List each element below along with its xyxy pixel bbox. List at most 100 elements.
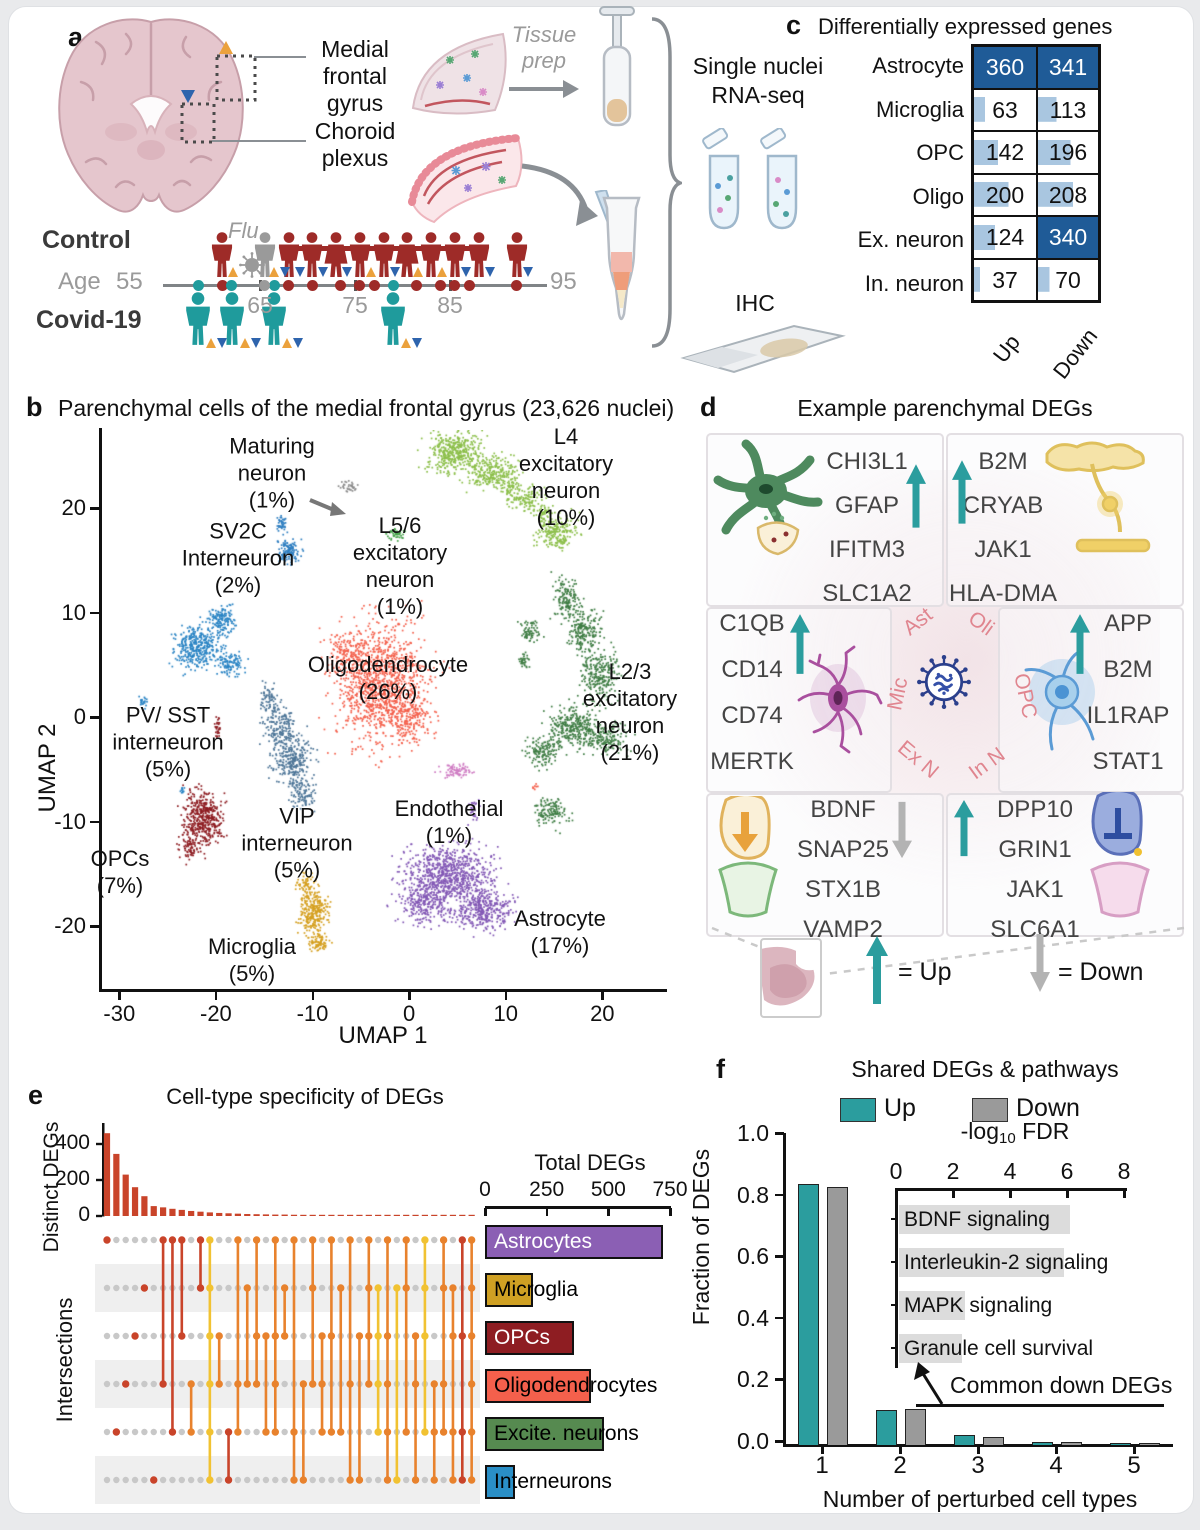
totals-axis-tick bbox=[607, 1208, 610, 1216]
upset-dot-inactive bbox=[225, 1284, 232, 1292]
sampling-mark-choroid-icon bbox=[250, 338, 261, 348]
upset-dot-active bbox=[346, 1476, 354, 1484]
umap-cluster-label: L4 excitatory neuron (10%) bbox=[518, 424, 614, 530]
gene-label: CHI3L1 bbox=[826, 448, 908, 475]
upset-dot-active bbox=[271, 1428, 279, 1436]
upset-plot bbox=[95, 1123, 480, 1504]
panel-b-label: b bbox=[26, 392, 43, 422]
common-down-degs-annotation: Common down DEGs bbox=[950, 1372, 1173, 1398]
umap-x-tick bbox=[504, 991, 508, 1000]
upset-dot-inactive bbox=[131, 1476, 139, 1484]
age-dot bbox=[226, 280, 237, 291]
upset-dot-inactive bbox=[131, 1428, 139, 1436]
covid-person-icon bbox=[377, 292, 409, 346]
upset-dot-active bbox=[318, 1332, 326, 1340]
age-dot bbox=[283, 280, 294, 291]
f-up-bar bbox=[798, 1183, 819, 1445]
gene-label: GRIN1 bbox=[998, 836, 1072, 863]
upset-intersection-bar bbox=[431, 1214, 438, 1216]
umap-x-tick bbox=[118, 991, 121, 1000]
upset-dot-active bbox=[234, 1428, 242, 1436]
microglia-icon bbox=[793, 640, 885, 758]
f-up-bar bbox=[876, 1410, 897, 1445]
legend-up-label: = Up bbox=[898, 958, 952, 986]
gene-label: JAK1 bbox=[1006, 876, 1064, 903]
umap-x-tick-label: 0 bbox=[402, 1001, 416, 1026]
upset-dot-active bbox=[393, 1284, 401, 1292]
upset-dot-active bbox=[168, 1236, 177, 1244]
upset-dot-active bbox=[271, 1380, 279, 1388]
upset-dot-active bbox=[206, 1476, 214, 1484]
inset-tick bbox=[1123, 1190, 1126, 1198]
upset-dot-active bbox=[365, 1380, 373, 1388]
upset-dot-inactive bbox=[337, 1476, 344, 1484]
age-end-label: 95 bbox=[550, 268, 577, 295]
deg-count-cell: 37 bbox=[973, 258, 1037, 301]
pathway-label: Interleukin-2 signaling bbox=[904, 1251, 1109, 1274]
f-x-tick bbox=[1133, 1446, 1136, 1454]
umap-x-tick-label: 20 bbox=[590, 1001, 615, 1026]
umap-xlabel: UMAP 1 bbox=[338, 1022, 428, 1049]
maturing-neuron-pointer-arrow bbox=[309, 498, 346, 516]
f-y-tick bbox=[775, 1440, 784, 1443]
upset-dot-active bbox=[224, 1476, 233, 1484]
upset-dot-active bbox=[103, 1236, 111, 1244]
upset-dot-inactive bbox=[103, 1380, 111, 1388]
gene-label: BDNF bbox=[810, 796, 876, 823]
inhibitory-synapse-icon bbox=[1084, 789, 1158, 930]
deg-count-cell: 208 bbox=[1037, 173, 1099, 216]
sampling-mark-mfg-icon bbox=[437, 267, 447, 277]
upset-dot-active bbox=[187, 1428, 195, 1436]
upset-dot-inactive bbox=[262, 1476, 270, 1484]
upset-dot-active bbox=[383, 1332, 392, 1340]
totals-axis-tick-label: 0 bbox=[479, 1178, 491, 1201]
gene-label: HLA-DMA bbox=[948, 580, 1058, 607]
upset-intersection-bar bbox=[197, 1211, 204, 1216]
age-start-label: 55 bbox=[116, 268, 143, 295]
upset-intersection-bar bbox=[449, 1214, 457, 1216]
f-x-tick-label: 2 bbox=[893, 1452, 907, 1479]
upset-dot-inactive bbox=[412, 1236, 419, 1244]
upset-dot-active bbox=[467, 1332, 476, 1340]
upset-dot-active bbox=[346, 1380, 354, 1388]
umap-scatter-canvas bbox=[100, 430, 666, 990]
age-dot bbox=[411, 280, 423, 291]
umap-cluster-label: SV2C Interneuron (2%) bbox=[181, 518, 295, 598]
total-degs-bar-label: Oligodendrocytes bbox=[494, 1374, 658, 1397]
upset-dot-inactive bbox=[113, 1284, 120, 1292]
sampling-mark-mfg-icon bbox=[282, 338, 293, 348]
upset-intersection-bar bbox=[459, 1214, 466, 1216]
upset-dot-inactive bbox=[150, 1380, 157, 1388]
inset-row-tick bbox=[891, 1218, 897, 1220]
tissue-thumbnail bbox=[760, 938, 822, 1018]
upset-dot-inactive bbox=[141, 1332, 148, 1340]
upset-dot-active bbox=[318, 1428, 326, 1436]
gene-label: C1QB bbox=[719, 610, 785, 637]
f-x-tick-label: 5 bbox=[1127, 1452, 1141, 1479]
upset-dot-inactive bbox=[337, 1236, 344, 1244]
total-degs-bar-interneurons: Interneurons bbox=[485, 1465, 612, 1499]
panel-e-title: Cell-type specificity of DEGs bbox=[166, 1084, 444, 1109]
umap-cluster-label: L5/6 excitatory neuron (1%) bbox=[352, 513, 448, 619]
upset-dot-active bbox=[327, 1332, 336, 1340]
upset-intersection-bar bbox=[440, 1214, 447, 1216]
upset-dot-inactive bbox=[103, 1428, 111, 1436]
deg-count-cell: 341 bbox=[1037, 46, 1099, 89]
control-person-icon bbox=[300, 232, 324, 278]
upset-dot-inactive bbox=[262, 1236, 270, 1244]
upset-dot-inactive bbox=[169, 1476, 176, 1484]
age-dot bbox=[387, 280, 399, 291]
upset-dot-inactive bbox=[197, 1380, 204, 1388]
inset-tick bbox=[1066, 1190, 1069, 1198]
pathway-bar bbox=[899, 1291, 965, 1320]
f-x-tick bbox=[899, 1446, 902, 1454]
upset-dot-inactive bbox=[374, 1236, 382, 1244]
deg-count-cell: 196 bbox=[1037, 131, 1099, 174]
inset-left-axis bbox=[895, 1188, 898, 1368]
upset-dot-active bbox=[234, 1236, 242, 1244]
upset-dot-inactive bbox=[197, 1476, 204, 1484]
gene-label: DPP10 bbox=[996, 796, 1074, 823]
umap-y-tick bbox=[90, 820, 99, 824]
upset-dot-active bbox=[327, 1236, 336, 1244]
upset-dot-active bbox=[458, 1476, 466, 1484]
